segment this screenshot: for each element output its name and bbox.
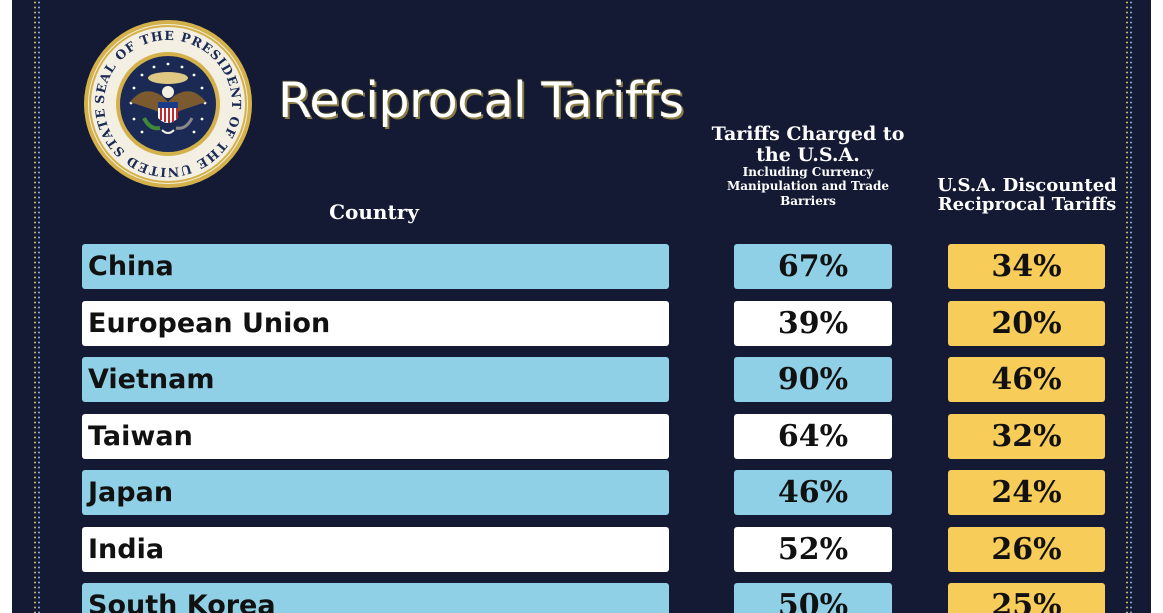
- column-header-country: Country: [329, 200, 419, 224]
- country-cell: China: [82, 244, 669, 289]
- column-header-reciprocal-tariffs: U.S.A. Discounted Reciprocal Tariffs: [937, 175, 1117, 216]
- page-title: Reciprocal Tariffs: [278, 72, 684, 129]
- tariff-charged-cell: 52%: [734, 527, 892, 572]
- country-cell: India: [82, 527, 669, 572]
- reciprocal-tariff-cell: 26%: [948, 527, 1105, 572]
- reciprocal-tariff-cell: 32%: [948, 414, 1105, 459]
- country-cell: Japan: [82, 470, 669, 515]
- reciprocal-tariff-cell: 46%: [948, 357, 1105, 402]
- reciprocal-tariff-cell: 24%: [948, 470, 1105, 515]
- presidential-seal-icon: SEAL OF THE PRESIDENT OF THE UNITED STAT…: [82, 18, 252, 188]
- column-header-tariffs-charged-sub: Including Currency Manipulation and Trad…: [726, 165, 890, 208]
- country-cell: South Korea: [82, 583, 669, 613]
- tariff-poster: SEAL OF THE PRESIDENT OF THE UNITED STAT…: [12, 0, 1151, 613]
- country-cell: Vietnam: [82, 357, 669, 402]
- reciprocal-tariff-cell: 25%: [948, 583, 1105, 613]
- column-header-tariffs-charged-main: Tariffs Charged to the U.S.A.: [711, 123, 905, 166]
- right-dotted-border: [1126, 0, 1132, 613]
- tariff-charged-cell: 46%: [734, 470, 892, 515]
- column-header-tariffs-charged: Tariffs Charged to the U.S.A. Including …: [708, 124, 908, 208]
- tariff-charged-cell: 50%: [734, 583, 892, 613]
- country-cell: European Union: [82, 301, 669, 346]
- tariff-charged-cell: 64%: [734, 414, 892, 459]
- tariff-charged-cell: 67%: [734, 244, 892, 289]
- reciprocal-tariff-cell: 20%: [948, 301, 1105, 346]
- tariff-charged-cell: 90%: [734, 357, 892, 402]
- reciprocal-tariff-cell: 34%: [948, 244, 1105, 289]
- tariff-charged-cell: 39%: [734, 301, 892, 346]
- country-cell: Taiwan: [82, 414, 669, 459]
- left-dotted-border: [34, 0, 40, 613]
